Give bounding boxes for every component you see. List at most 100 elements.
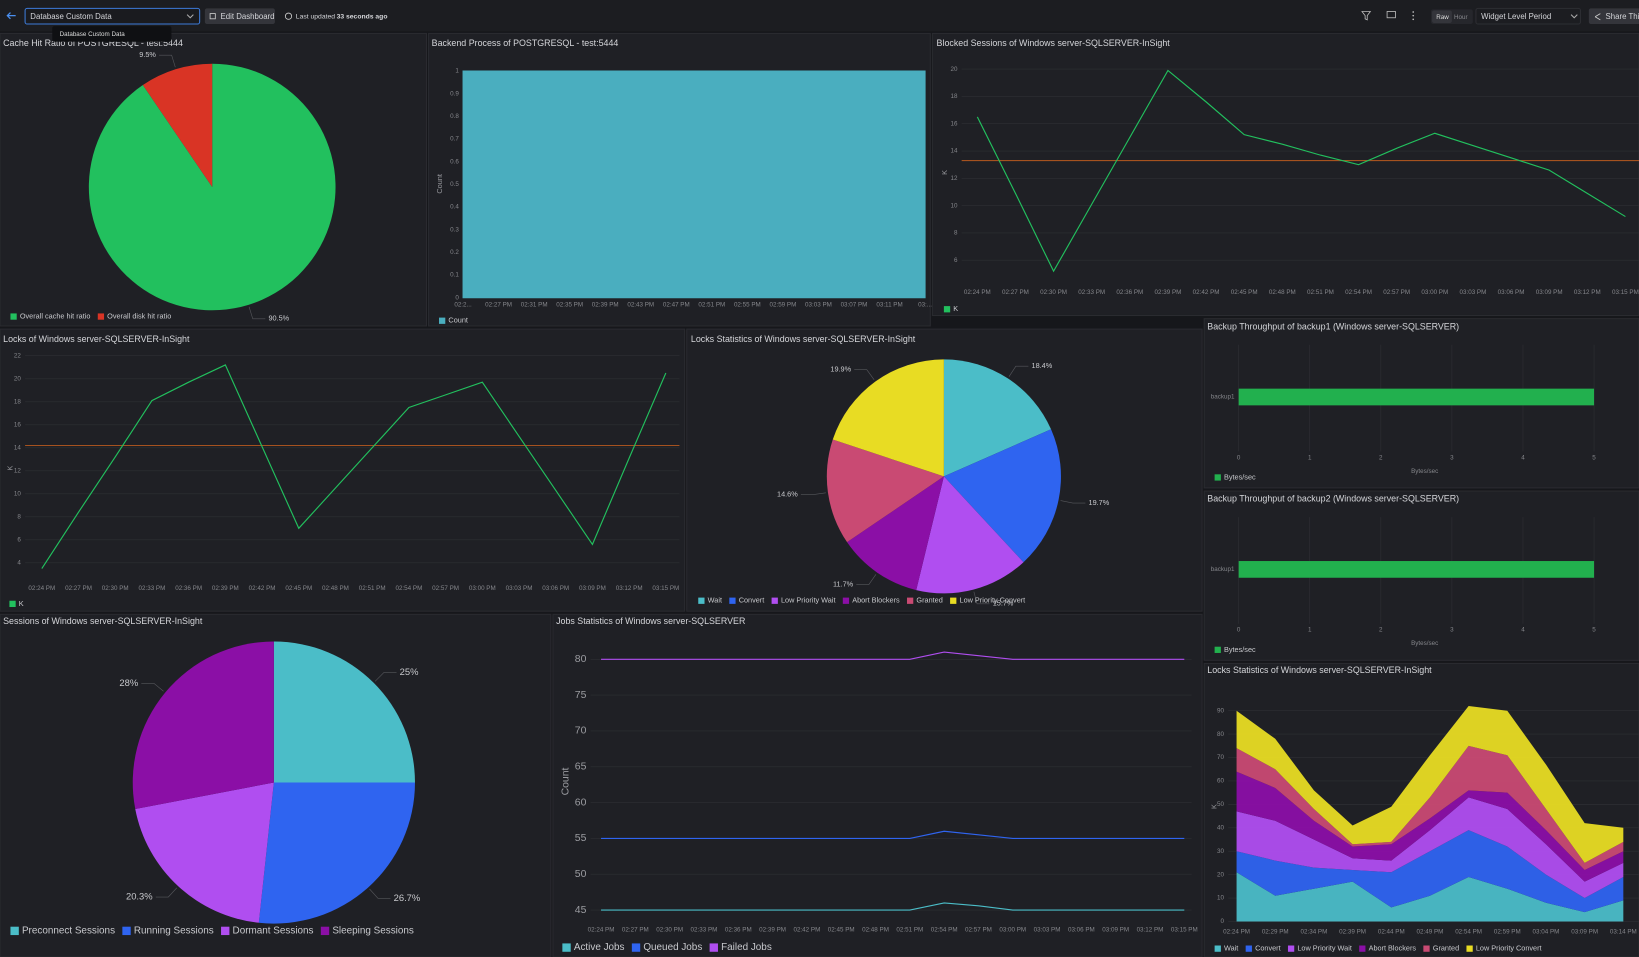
x-tick-label: 02:36 PM: [1116, 289, 1143, 296]
y-tick-label: 4: [17, 559, 21, 566]
y-tick-label: 20: [1217, 871, 1224, 878]
x-tick-label: 02:27 PM: [1002, 289, 1029, 296]
x-tick-label: 03:09 PM: [1571, 929, 1598, 936]
legend-swatch: [950, 597, 957, 604]
legend-label: Low Priority Convert: [960, 596, 1026, 605]
pie-value-label: 11.7%: [833, 580, 854, 589]
x-tick-label: 02:39 PM: [592, 302, 619, 309]
x-tick-label: 02:43 PM: [627, 302, 654, 309]
legend-swatch: [562, 943, 571, 952]
filter-icon[interactable]: [1361, 11, 1372, 21]
pie-value-label: 15.7%: [993, 599, 1014, 608]
legend-swatch: [698, 597, 705, 604]
x-tick-label: 4: [1521, 627, 1525, 634]
x-tick-label: 02:33 PM: [139, 585, 166, 592]
y-tick-label: 22: [14, 352, 21, 359]
x-tick-label: 03:00 PM: [469, 585, 496, 592]
chart-title: Blocked Sessions of Windows server-SQLSE…: [937, 38, 1171, 48]
x-tick-label: 02:54 PM: [1345, 289, 1372, 296]
pie-value-label: 9.5%: [139, 50, 156, 59]
y-axis-label: K: [5, 465, 14, 470]
legend-swatch: [729, 597, 736, 604]
legend-swatch: [1423, 945, 1430, 952]
hour-label[interactable]: Hour: [1454, 14, 1468, 21]
x-tick-label: 03:00 PM: [1421, 289, 1448, 296]
y-tick-label: 6: [17, 536, 21, 543]
label-leader: [856, 574, 877, 585]
y-tick-label: 0.6: [450, 158, 459, 165]
x-tick-label: 03:11 PM: [876, 302, 902, 309]
y-tick-label: 90: [1217, 707, 1224, 714]
period-select-text: Widget Level Period: [1481, 12, 1551, 21]
x-tick-label: 03:07 PM: [841, 302, 868, 309]
y-tick-label: 80: [575, 654, 587, 665]
legend-label: Abort Blockers: [1369, 944, 1417, 953]
monitor-icon[interactable]: [1386, 11, 1396, 19]
legend-swatch: [10, 926, 19, 936]
y-tick-label: 60: [1217, 778, 1224, 785]
legend-swatch: [842, 597, 850, 604]
x-tick-label: 02:34 PM: [1301, 929, 1328, 936]
x-tick-label: 03:12 PM: [616, 585, 643, 592]
x-tick-label: 02:24 PM: [964, 289, 991, 296]
pie-value-label: 28%: [119, 677, 138, 688]
legend-label: Convert: [1255, 944, 1281, 953]
y-tick-label: 1: [455, 68, 459, 75]
x-tick-label: 02:39 PM: [212, 585, 239, 592]
legend-swatch: [1359, 945, 1366, 952]
legend-swatch: [439, 317, 446, 324]
dashboard-select[interactable]: [24, 7, 201, 25]
tooltip-text: Database Custom Data: [60, 31, 126, 38]
period-select[interactable]: [1475, 7, 1581, 25]
y-tick-label: 10: [14, 490, 21, 497]
pie-value-label: 19.9%: [830, 365, 851, 374]
raw-toggle-active: [1432, 10, 1452, 23]
legend-label: K: [953, 304, 958, 313]
y-tick-label: 0.4: [450, 204, 459, 211]
y-tick-label: 50: [575, 869, 587, 880]
x-tick-label: 02:57 PM: [1383, 289, 1410, 296]
share-button[interactable]: [1588, 8, 1639, 25]
panel: [931, 32, 1639, 317]
x-tick-label: 03:15 PM: [1612, 289, 1639, 296]
x-tick-label: 02:48 PM: [322, 585, 349, 592]
x-tick-label: 02:51 PM: [359, 585, 386, 592]
edit-dashboard-button[interactable]: [204, 8, 275, 25]
y-tick-label: 12: [950, 175, 957, 182]
legend-label: Overall disk hit ratio: [107, 312, 171, 321]
y-tick-label: 75: [575, 690, 587, 701]
x-tick-label: 03:06 PM: [542, 585, 569, 592]
more-icon[interactable]: [1412, 11, 1415, 21]
y-tick-label: 18: [14, 398, 21, 405]
share-icon: [1594, 13, 1601, 21]
raw-label[interactable]: Raw: [1436, 14, 1449, 21]
pie-slice: [258, 782, 415, 924]
x-tick-label: 03:04 PM: [1533, 929, 1560, 936]
y-tick-label: 10: [950, 202, 957, 209]
refresh-icon[interactable]: [284, 12, 293, 20]
bar: [1238, 561, 1595, 578]
label-leader: [155, 887, 178, 898]
x-axis-label: Bytes/sec: [1411, 468, 1438, 475]
area: [1236, 830, 1624, 913]
line: [976, 69, 1626, 273]
chart-title: Backend Process of POSTGRESQL - test:544…: [432, 38, 619, 48]
back-button[interactable]: [6, 12, 16, 20]
legend-label: Low Priority Wait: [1297, 944, 1351, 953]
legend-label: Queued Jobs: [643, 942, 702, 953]
x-tick-label: 4: [1521, 454, 1525, 461]
chart-title: Backup Throughput of backup2 (Windows se…: [1207, 494, 1459, 504]
legend-label: Sleeping Sessions: [332, 926, 414, 937]
x-tick-label: 03:14 PM: [1610, 929, 1637, 936]
y-tick-label: 14: [950, 148, 957, 155]
panel: [0, 328, 686, 612]
tooltip: [52, 26, 172, 42]
x-tick-label: 03:06 PM: [1068, 926, 1095, 933]
x-tick-label: 3: [1450, 454, 1454, 461]
y-tick-label: 70: [1217, 754, 1224, 761]
x-tick-label: 02:44 PM: [1378, 929, 1405, 936]
x-tick-label: 02:54 PM: [931, 926, 958, 933]
y-tick-label: 0: [455, 294, 459, 301]
y-tick-label: 10: [1217, 895, 1224, 902]
edit-dashboard-text: Edit Dashboard: [221, 12, 275, 21]
